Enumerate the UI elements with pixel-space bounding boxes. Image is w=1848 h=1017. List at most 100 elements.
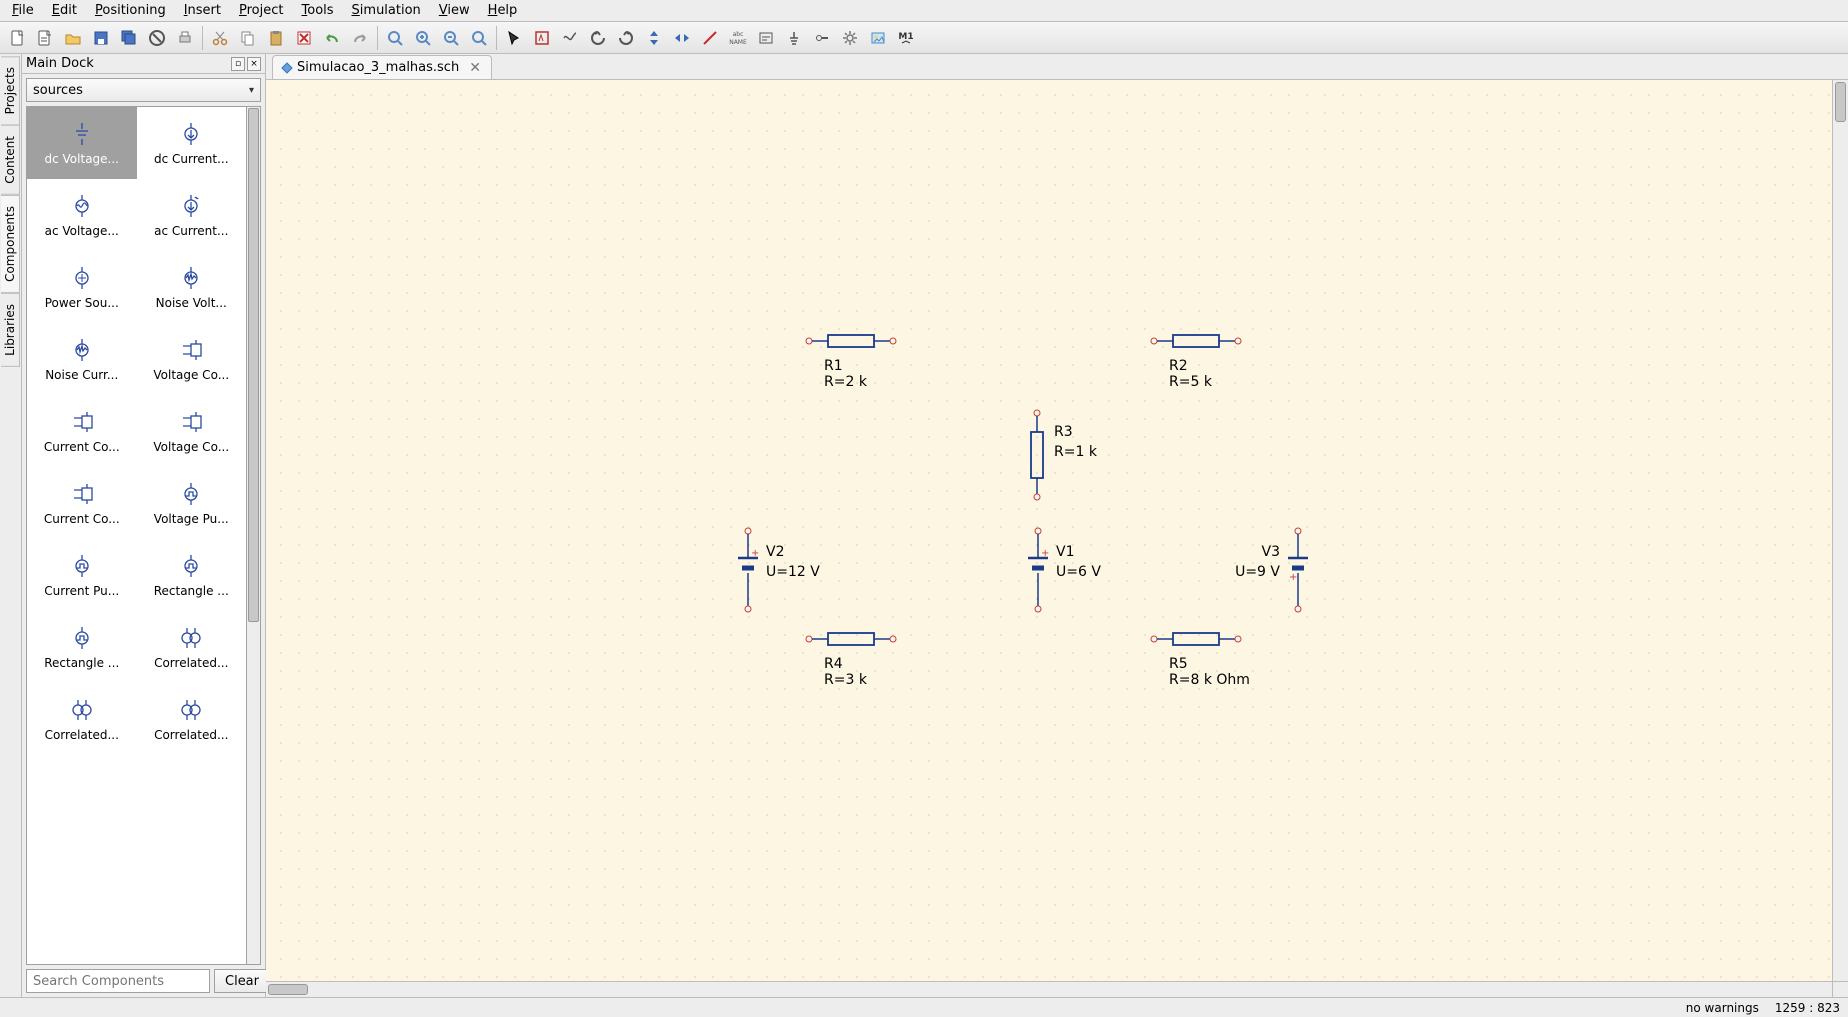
- menu-project[interactable]: Project: [231, 1, 292, 20]
- to-image-button[interactable]: [865, 25, 891, 51]
- zoom-1-button[interactable]: [466, 25, 492, 51]
- menu-view[interactable]: View: [431, 1, 478, 20]
- sidetab-content[interactable]: Content: [1, 125, 20, 195]
- status-warnings: no warnings: [1686, 1001, 1759, 1015]
- menu-positioning[interactable]: Positioning: [87, 1, 174, 20]
- component-current-co-[interactable]: Current Co...: [27, 395, 137, 467]
- component-correlated-[interactable]: Correlated...: [137, 683, 247, 755]
- file-tab-label: Simulacao_3_malhas.sch: [297, 60, 459, 75]
- save-all-button[interactable]: [116, 25, 142, 51]
- component-power-sou-[interactable]: Power Sou...: [27, 251, 137, 323]
- new-text-button[interactable]: [32, 25, 58, 51]
- sidetab-components[interactable]: Components: [1, 195, 20, 293]
- toolbar: abcNAME M1: [0, 22, 1848, 54]
- simulate-button[interactable]: [529, 25, 555, 51]
- port-button[interactable]: [809, 25, 835, 51]
- horizontal-scrollbar[interactable]: [266, 981, 1832, 997]
- new-button[interactable]: [4, 25, 30, 51]
- palette-scrollbar[interactable]: [247, 106, 261, 965]
- component-correlated-[interactable]: Correlated...: [27, 683, 137, 755]
- copy-button[interactable]: [235, 25, 261, 51]
- component-R3[interactable]: R3 R=1 k: [1026, 410, 1048, 504]
- component-V3[interactable]: + V3U=9 V: [1286, 528, 1310, 616]
- component-rectangle-[interactable]: Rectangle ...: [137, 539, 247, 611]
- vertical-scrollbar[interactable]: [1832, 80, 1848, 981]
- menu-file[interactable]: File: [4, 1, 42, 20]
- file-tab[interactable]: Simulacao_3_malhas.sch ✕: [272, 55, 492, 79]
- search-input[interactable]: [26, 969, 210, 993]
- open-button[interactable]: [60, 25, 86, 51]
- undo-button[interactable]: [319, 25, 345, 51]
- scroll-corner: [1832, 981, 1848, 997]
- clear-button[interactable]: Clear: [214, 969, 270, 993]
- component-dc-current-[interactable]: dc Current...: [137, 107, 247, 179]
- component-V2[interactable]: + V2U=12 V: [736, 528, 760, 616]
- component-noise-curr-[interactable]: Noise Curr...: [27, 323, 137, 395]
- text-box-button[interactable]: [753, 25, 779, 51]
- sidetab-libraries[interactable]: Libraries: [1, 293, 20, 367]
- sidetab-projects[interactable]: Projects: [1, 56, 20, 125]
- main-area: ProjectsContentComponentsLibraries Main …: [0, 54, 1848, 997]
- rotate-cw-button[interactable]: [613, 25, 639, 51]
- cursor-button[interactable]: [501, 25, 527, 51]
- svg-text:+: +: [1041, 548, 1049, 559]
- category-combobox[interactable]: sources ▾: [26, 78, 261, 102]
- zoom-out-button[interactable]: [438, 25, 464, 51]
- menu-bar: FileEditPositioningInsertProjectToolsSim…: [0, 0, 1848, 22]
- component-voltage-pu-[interactable]: Voltage Pu...: [137, 467, 247, 539]
- component-voltage-co-[interactable]: Voltage Co...: [137, 323, 247, 395]
- component-current-co-[interactable]: Current Co...: [27, 467, 137, 539]
- category-value: sources: [33, 83, 83, 98]
- component-palette: dc Voltage...dc Current...ac Voltage...a…: [26, 106, 247, 965]
- component-noise-volt-[interactable]: Noise Volt...: [137, 251, 247, 323]
- menu-simulation[interactable]: Simulation: [344, 1, 429, 20]
- tab-close-icon[interactable]: ✕: [469, 60, 481, 76]
- component-R2[interactable]: R2 R=5 k: [1151, 330, 1241, 390]
- gear-button[interactable]: [837, 25, 863, 51]
- menu-help[interactable]: Help: [480, 1, 526, 20]
- file-modified-icon: [281, 62, 292, 73]
- print-button[interactable]: [172, 25, 198, 51]
- flip-h-button[interactable]: [669, 25, 695, 51]
- dock-float-button[interactable]: ▫: [231, 57, 245, 71]
- flip-v-button[interactable]: [641, 25, 667, 51]
- stop-button[interactable]: [144, 25, 170, 51]
- tune-button[interactable]: [557, 25, 583, 51]
- rotate-ccw-button[interactable]: [585, 25, 611, 51]
- component-dc-voltage-[interactable]: dc Voltage...: [27, 107, 137, 179]
- ground-button[interactable]: [781, 25, 807, 51]
- dock-title-label: Main Dock: [26, 56, 94, 71]
- component-correlated-[interactable]: Correlated...: [137, 611, 247, 683]
- main-dock: Main Dock ▫ × sources ▾ dc Voltage...dc …: [22, 54, 266, 997]
- component-R5[interactable]: R5 R=8 k Ohm: [1151, 628, 1250, 688]
- zoom-in-button[interactable]: [410, 25, 436, 51]
- menu-edit[interactable]: Edit: [44, 1, 85, 20]
- component-V1[interactable]: + V1U=6 V: [1026, 528, 1050, 616]
- save-button[interactable]: [88, 25, 114, 51]
- menu-tools[interactable]: Tools: [294, 1, 342, 20]
- menu-insert[interactable]: Insert: [176, 1, 229, 20]
- component-R1[interactable]: R1 R=2 k: [806, 330, 896, 390]
- component-R4[interactable]: R4 R=3 k: [806, 628, 896, 688]
- name-label-button[interactable]: abcNAME: [725, 25, 751, 51]
- component-ac-voltage-[interactable]: ac Voltage...: [27, 179, 137, 251]
- component-voltage-co-[interactable]: Voltage Co...: [137, 395, 247, 467]
- redo-button[interactable]: [347, 25, 373, 51]
- side-tabs: ProjectsContentComponentsLibraries: [0, 54, 22, 997]
- dock-title-bar: Main Dock ▫ ×: [22, 54, 265, 74]
- svg-text:abc: abc: [733, 31, 744, 38]
- zoom-fit-button[interactable]: [382, 25, 408, 51]
- tab-bar: Simulacao_3_malhas.sch ✕: [266, 54, 1848, 80]
- paste-button[interactable]: [263, 25, 289, 51]
- svg-text:NAME: NAME: [729, 39, 747, 46]
- editor-area: Simulacao_3_malhas.sch ✕ R1 R=2 k R2 R=5…: [266, 54, 1848, 997]
- component-rectangle-[interactable]: Rectangle ...: [27, 611, 137, 683]
- dock-close-button[interactable]: ×: [247, 57, 261, 71]
- component-ac-current-[interactable]: ac Current...: [137, 179, 247, 251]
- wire-button[interactable]: [697, 25, 723, 51]
- delete-button[interactable]: [291, 25, 317, 51]
- schematic-canvas[interactable]: R1 R=2 k R2 R=5 k R3 R=1 k R4: [266, 80, 1832, 981]
- m1-button[interactable]: M1: [893, 25, 919, 51]
- component-current-pu-[interactable]: Current Pu...: [27, 539, 137, 611]
- cut-button[interactable]: [207, 25, 233, 51]
